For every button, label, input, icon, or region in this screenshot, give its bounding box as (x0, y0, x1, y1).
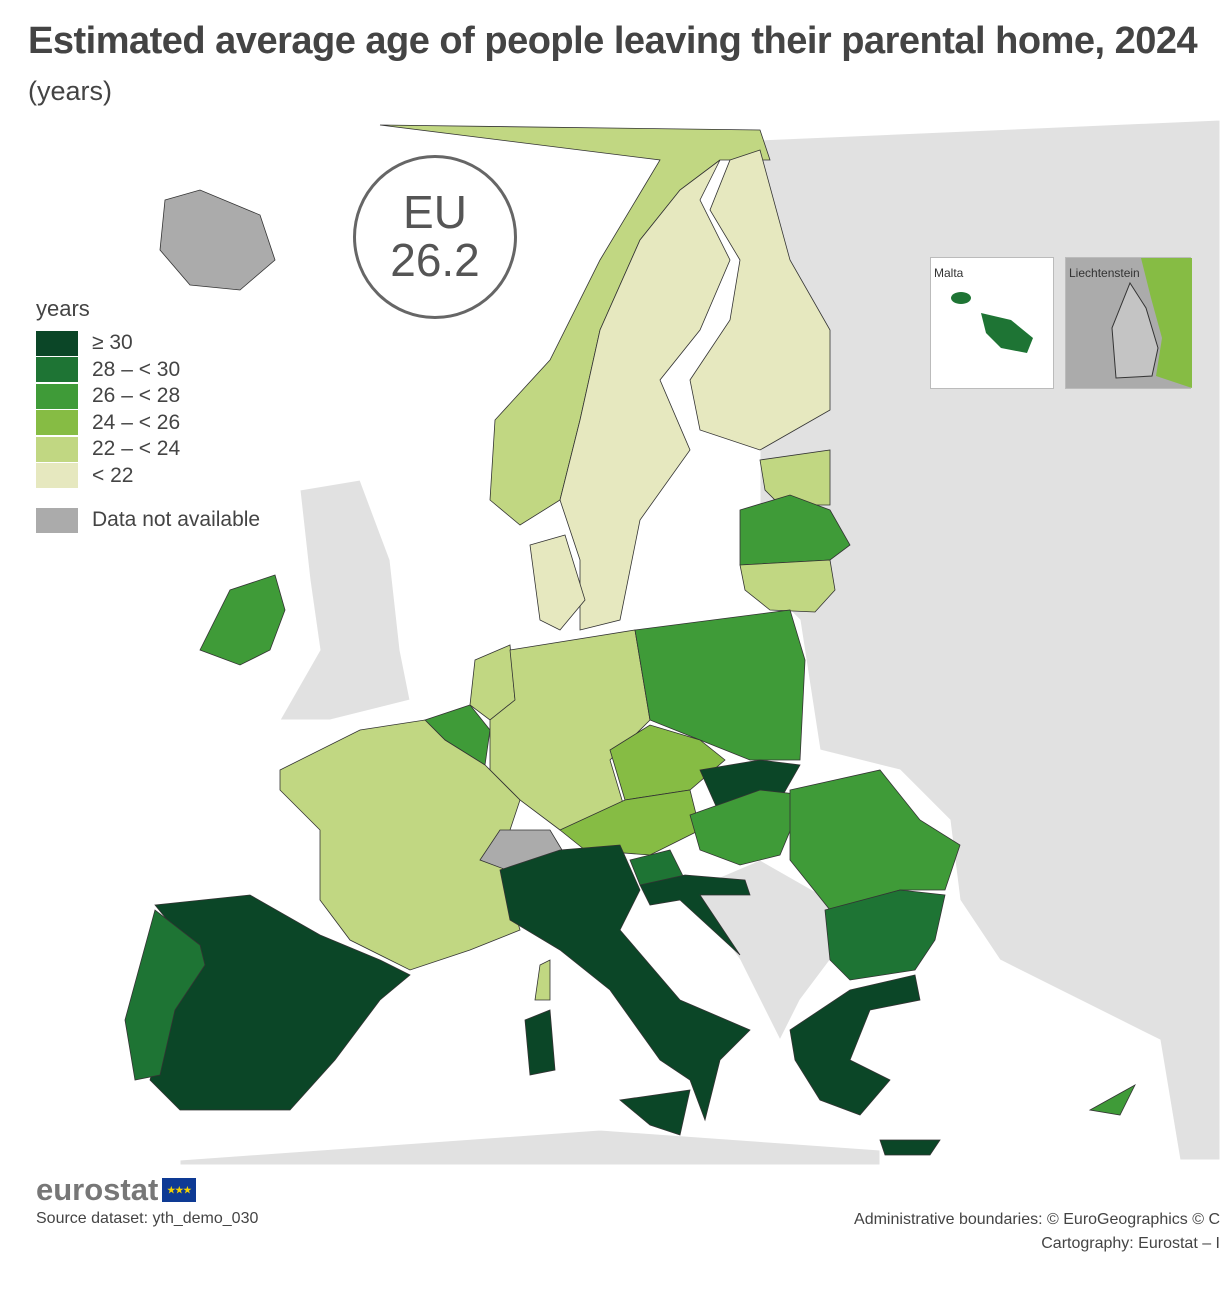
legend-label: Data not available (92, 508, 261, 532)
malta-inset: Malta (930, 257, 1054, 389)
region-sardinia (524, 1009, 556, 1076)
logo-text: eurostat (36, 1172, 159, 1207)
region-portugal (124, 909, 206, 1081)
malta-shape (951, 292, 1033, 353)
region-greece (789, 974, 921, 1116)
legend-swatch (36, 330, 78, 356)
region-iceland (159, 189, 276, 291)
eu-value: 26.2 (390, 234, 480, 286)
legend-label: < 22 (92, 463, 134, 487)
legend: years ≥ 30 28 – < 30 26 – < 28 24 – < 26 22 … (36, 296, 260, 534)
legend-title: years (36, 296, 90, 321)
legend-label: 26 – < 28 (92, 384, 181, 408)
legend-swatch (36, 357, 78, 383)
region-finland (689, 149, 831, 451)
eu-average-badge: EU 26.2 (353, 155, 517, 319)
map-title: Estimated average age of people leaving … (28, 20, 1198, 62)
region-france (279, 719, 521, 971)
legend-label: 22 – < 24 (92, 437, 181, 461)
balkans-non-eu (689, 859, 831, 1042)
legend-label: 24 – < 26 (92, 410, 181, 434)
legend-swatch (36, 507, 78, 533)
eu-label: EU (403, 186, 467, 238)
region-hungary (689, 789, 806, 866)
credits: Administrative boundaries: © EuroGeograp… (854, 1208, 1220, 1256)
liechtenstein-inset: Liechtenstein (1065, 257, 1192, 389)
legend-swatch (36, 410, 78, 436)
legend-item: ≥ 30 (36, 330, 260, 357)
region-poland (634, 609, 806, 761)
inset-label: Liechtenstein (1069, 266, 1140, 280)
legend-item: 28 – < 30 (36, 357, 260, 384)
region-sicily (619, 1089, 691, 1136)
legend-swatch (36, 383, 78, 409)
legend-item: < 22 (36, 463, 260, 490)
region-corsica (534, 959, 551, 1001)
legend-item: 26 – < 28 (36, 383, 260, 410)
credit-boundaries: Administrative boundaries: © EuroGeograp… (854, 1211, 1220, 1228)
legend-label: ≥ 30 (92, 331, 133, 355)
legend-swatch (36, 436, 78, 462)
map-subtitle: (years) (28, 76, 113, 106)
region-croatia (639, 874, 751, 956)
region-lithuania (739, 559, 836, 613)
region-denmark (529, 534, 586, 631)
legend-item-na: Data not available (36, 507, 260, 534)
legend-label: 28 – < 30 (92, 357, 181, 381)
eu-flag-icon: ★★★ (162, 1178, 197, 1202)
credit-cartography: Cartography: Eurostat – I (1041, 1235, 1220, 1252)
region-ireland (199, 574, 286, 666)
region-romania (789, 769, 961, 911)
region-cyprus (1088, 1084, 1136, 1116)
source-dataset: Source dataset: yth_demo_030 (36, 1210, 259, 1227)
inset-label: Malta (934, 266, 964, 280)
region-sweden (559, 159, 731, 631)
region-italy (499, 844, 751, 1122)
eurostat-logo: eurostat ★★★ (36, 1172, 197, 1208)
legend-swatch (36, 463, 78, 489)
legend-item: 24 – < 26 (36, 410, 260, 437)
legend-item: 22 – < 24 (36, 436, 260, 463)
liechtenstein-shape (1111, 258, 1192, 388)
region-bulgaria (824, 889, 946, 981)
region-crete (879, 1139, 941, 1156)
north-africa (179, 1129, 881, 1166)
uk (279, 479, 411, 721)
